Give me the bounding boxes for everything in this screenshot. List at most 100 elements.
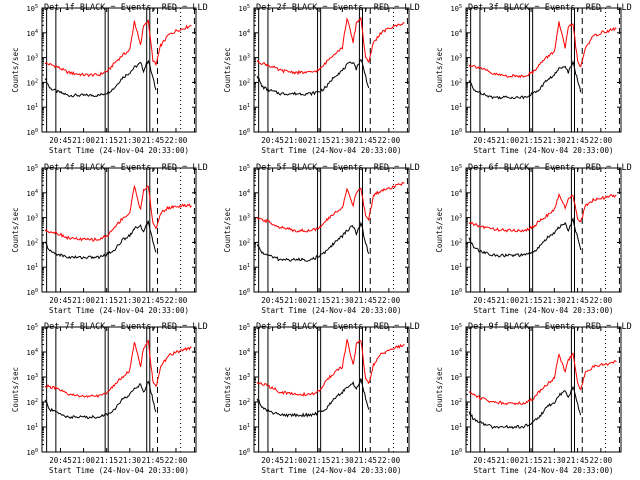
y-tick-label: 105 <box>451 323 462 332</box>
x-tick-label: 21:45 <box>354 296 377 305</box>
y-tick-label: 101 <box>451 103 462 112</box>
y-tick-label: 105 <box>27 4 38 13</box>
x-tick-label: 21:00 <box>72 136 95 145</box>
y-tick-label: 102 <box>27 78 38 87</box>
y-tick-label: 105 <box>27 323 38 332</box>
y-tick-label: 102 <box>451 78 462 87</box>
series-line-events <box>468 217 582 258</box>
y-tick-label: 104 <box>451 348 462 357</box>
x-axis-label: Start Time (24-Nov-04 20:33:00) <box>262 466 402 475</box>
y-axis-label: Counts/sec <box>11 367 20 412</box>
x-tick-label: 22:00 <box>590 456 613 465</box>
x-tick-label: 21:15 <box>308 136 331 145</box>
panel-6: Det 6f BLACK = Events, RED = LLD10010110… <box>435 163 632 315</box>
x-tick-label: 21:00 <box>72 296 95 305</box>
x-tick-label: 21:30 <box>118 456 141 465</box>
x-tick-label: 21:45 <box>354 136 377 145</box>
x-tick-label: 21:15 <box>520 296 543 305</box>
panel-1: Det 1f BLACK = Events, RED = LLD10010110… <box>11 3 208 155</box>
x-tick-label: 22:00 <box>378 136 401 145</box>
y-tick-label: 105 <box>239 164 250 173</box>
y-tick-label: 103 <box>27 54 38 63</box>
x-tick-label: 21:45 <box>566 136 589 145</box>
x-tick-label: 21:00 <box>497 296 520 305</box>
x-tick-label: 22:00 <box>165 136 188 145</box>
series-line-lld <box>468 352 617 406</box>
x-tick-label: 21:00 <box>497 456 520 465</box>
x-axis-label: Start Time (24-Nov-04 20:33:00) <box>49 466 189 475</box>
x-tick-label: 22:00 <box>165 456 188 465</box>
x-tick-label: 21:00 <box>285 296 308 305</box>
y-tick-label: 101 <box>451 423 462 432</box>
y-tick-label: 103 <box>239 214 250 223</box>
y-axis-label: Counts/sec <box>11 207 20 252</box>
x-tick-label: 21:45 <box>142 456 165 465</box>
x-tick-label: 21:30 <box>543 136 566 145</box>
x-tick-label: 21:00 <box>497 136 520 145</box>
x-tick-label: 20:45 <box>49 456 72 465</box>
y-tick-label: 101 <box>451 263 462 272</box>
y-axis-label: Counts/sec <box>223 47 232 92</box>
x-tick-label: 20:45 <box>49 136 72 145</box>
x-axis-label: Start Time (24-Nov-04 20:33:00) <box>262 146 402 155</box>
plot-frame <box>253 326 410 453</box>
series-line-events <box>44 59 157 98</box>
series-line-lld <box>256 16 405 76</box>
plot-frame <box>465 167 622 293</box>
panel-8: Det 8f BLACK = Events, RED = LLD10010110… <box>223 322 420 475</box>
y-axis-label: Counts/sec <box>435 207 444 252</box>
y-tick-label: 100 <box>239 288 250 297</box>
x-tick-label: 20:45 <box>473 136 496 145</box>
series-line-events <box>468 59 582 100</box>
series-line-lld <box>44 19 192 78</box>
y-tick-label: 102 <box>239 238 250 247</box>
x-tick-label: 21:15 <box>95 136 118 145</box>
y-tick-label: 100 <box>239 448 250 457</box>
y-tick-label: 104 <box>27 348 38 357</box>
x-tick-label: 22:00 <box>378 296 401 305</box>
y-tick-label: 101 <box>27 103 38 112</box>
y-tick-label: 104 <box>451 189 462 198</box>
y-tick-label: 101 <box>27 263 38 272</box>
x-tick-label: 20:45 <box>261 456 284 465</box>
x-tick-label: 21:00 <box>285 136 308 145</box>
y-axis-label: Counts/sec <box>11 47 20 92</box>
plot-frame <box>41 167 197 293</box>
y-tick-label: 104 <box>27 189 38 198</box>
y-tick-label: 104 <box>239 348 250 357</box>
x-tick-label: 22:00 <box>378 456 401 465</box>
panel-5: Det 5f BLACK = Events, RED = LLD10010110… <box>223 163 420 315</box>
x-axis-label: Start Time (24-Nov-04 20:33:00) <box>474 306 614 315</box>
y-tick-label: 100 <box>451 288 462 297</box>
y-tick-label: 102 <box>451 238 462 247</box>
y-tick-label: 103 <box>239 54 250 63</box>
x-axis-label: Start Time (24-Nov-04 20:33:00) <box>474 466 614 475</box>
x-tick-label: 21:45 <box>566 296 589 305</box>
series-line-events <box>256 221 370 262</box>
y-axis-label: Counts/sec <box>223 367 232 412</box>
series-line-lld <box>468 192 617 233</box>
x-tick-label: 20:45 <box>473 296 496 305</box>
x-tick-label: 21:00 <box>72 456 95 465</box>
x-tick-label: 22:00 <box>590 136 613 145</box>
x-tick-label: 21:15 <box>95 296 118 305</box>
y-tick-label: 104 <box>451 29 462 38</box>
x-tick-label: 21:30 <box>118 136 141 145</box>
y-tick-label: 103 <box>451 373 462 382</box>
y-tick-label: 102 <box>27 398 38 407</box>
x-axis-label: Start Time (24-Nov-04 20:33:00) <box>474 146 614 155</box>
panel-2: Det 2f BLACK = Events, RED = LLD10010110… <box>223 3 420 155</box>
y-tick-label: 102 <box>451 398 462 407</box>
y-tick-label: 102 <box>27 238 38 247</box>
series-line-lld <box>256 339 405 397</box>
x-tick-label: 21:30 <box>331 296 354 305</box>
plot-frame <box>465 7 622 133</box>
y-tick-label: 103 <box>451 54 462 63</box>
x-tick-label: 21:15 <box>308 296 331 305</box>
plot-frame <box>41 326 197 453</box>
y-tick-label: 105 <box>27 164 38 173</box>
x-tick-label: 21:45 <box>566 456 589 465</box>
x-tick-label: 22:00 <box>165 296 188 305</box>
y-tick-label: 102 <box>239 398 250 407</box>
panel-3: Det 3f BLACK = Events, RED = LLD10010110… <box>435 3 632 155</box>
